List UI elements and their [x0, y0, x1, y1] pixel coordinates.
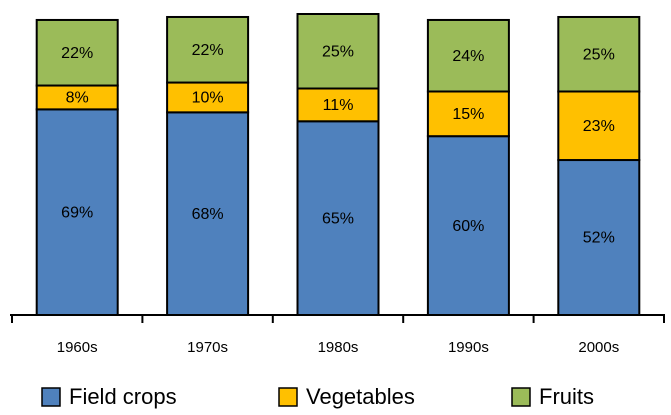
bar-segment	[426, 18, 510, 93]
data-label: 8%	[66, 90, 89, 107]
bar-segment	[35, 18, 119, 87]
data-label: 25%	[322, 43, 354, 60]
bar-segment	[426, 90, 510, 138]
legend-label: Field crops	[69, 384, 177, 409]
legend-swatch	[511, 387, 531, 407]
data-label: 25%	[583, 46, 615, 63]
legend-swatch	[41, 387, 61, 407]
bar-segment	[426, 135, 510, 316]
bar-segment	[296, 13, 380, 90]
bar-segment	[557, 90, 641, 162]
data-label: 10%	[192, 90, 224, 107]
data-label: 65%	[322, 210, 354, 227]
data-label: 24%	[452, 48, 484, 65]
data-label: 23%	[583, 118, 615, 135]
data-label: 69%	[61, 204, 93, 221]
data-label: 52%	[583, 230, 615, 247]
bar-segment	[296, 120, 380, 317]
data-label: 68%	[192, 206, 224, 223]
bar-segment	[166, 81, 250, 114]
data-label: 11%	[323, 97, 354, 114]
x-tick-label: 1960s	[57, 339, 98, 356]
bar-segment	[557, 159, 641, 316]
bar-segment	[166, 15, 250, 84]
bar-segment	[166, 111, 250, 317]
data-label: 22%	[192, 42, 224, 59]
data-label: 22%	[61, 45, 93, 62]
legend-label: Vegetables	[306, 384, 415, 409]
x-tick-label: 1990s	[448, 339, 489, 356]
data-label: 15%	[452, 106, 484, 123]
bar-segment	[35, 108, 119, 316]
legend-swatch	[278, 387, 298, 407]
bar-segment	[296, 87, 380, 123]
x-tick-label: 2000s	[578, 339, 619, 356]
data-label: 60%	[452, 218, 484, 235]
legend-label: Fruits	[539, 384, 594, 409]
bar-segment	[557, 15, 641, 93]
x-tick-label: 1970s	[187, 339, 228, 356]
x-tick-label: 1980s	[318, 339, 359, 356]
